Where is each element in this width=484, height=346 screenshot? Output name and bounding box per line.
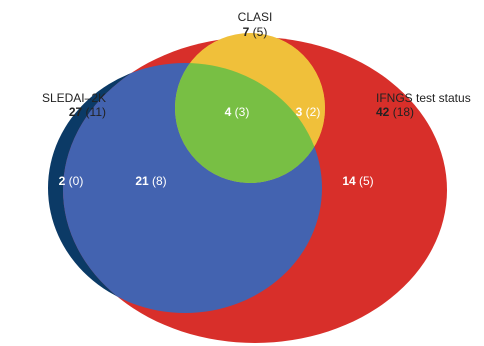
region-clasi-ifngs: 3 (2) (296, 105, 321, 119)
ifngs-total: 42 (18) (376, 105, 414, 119)
clasi-title: CLASI (238, 10, 273, 24)
region-ifngs-only: 14 (5) (342, 174, 373, 188)
region-all-three: 4 (3) (225, 105, 250, 119)
sledai-title: SLEDAI–2K (42, 91, 106, 105)
region-sledai-ifngs: 21 (8) (135, 174, 166, 188)
clasi-total: 7 (5) (243, 25, 268, 39)
region-sledai-only: 2 (0) (59, 174, 84, 188)
sledai-total: 27 (11) (69, 105, 106, 119)
ifngs-title: IFNGS test status (376, 91, 471, 105)
